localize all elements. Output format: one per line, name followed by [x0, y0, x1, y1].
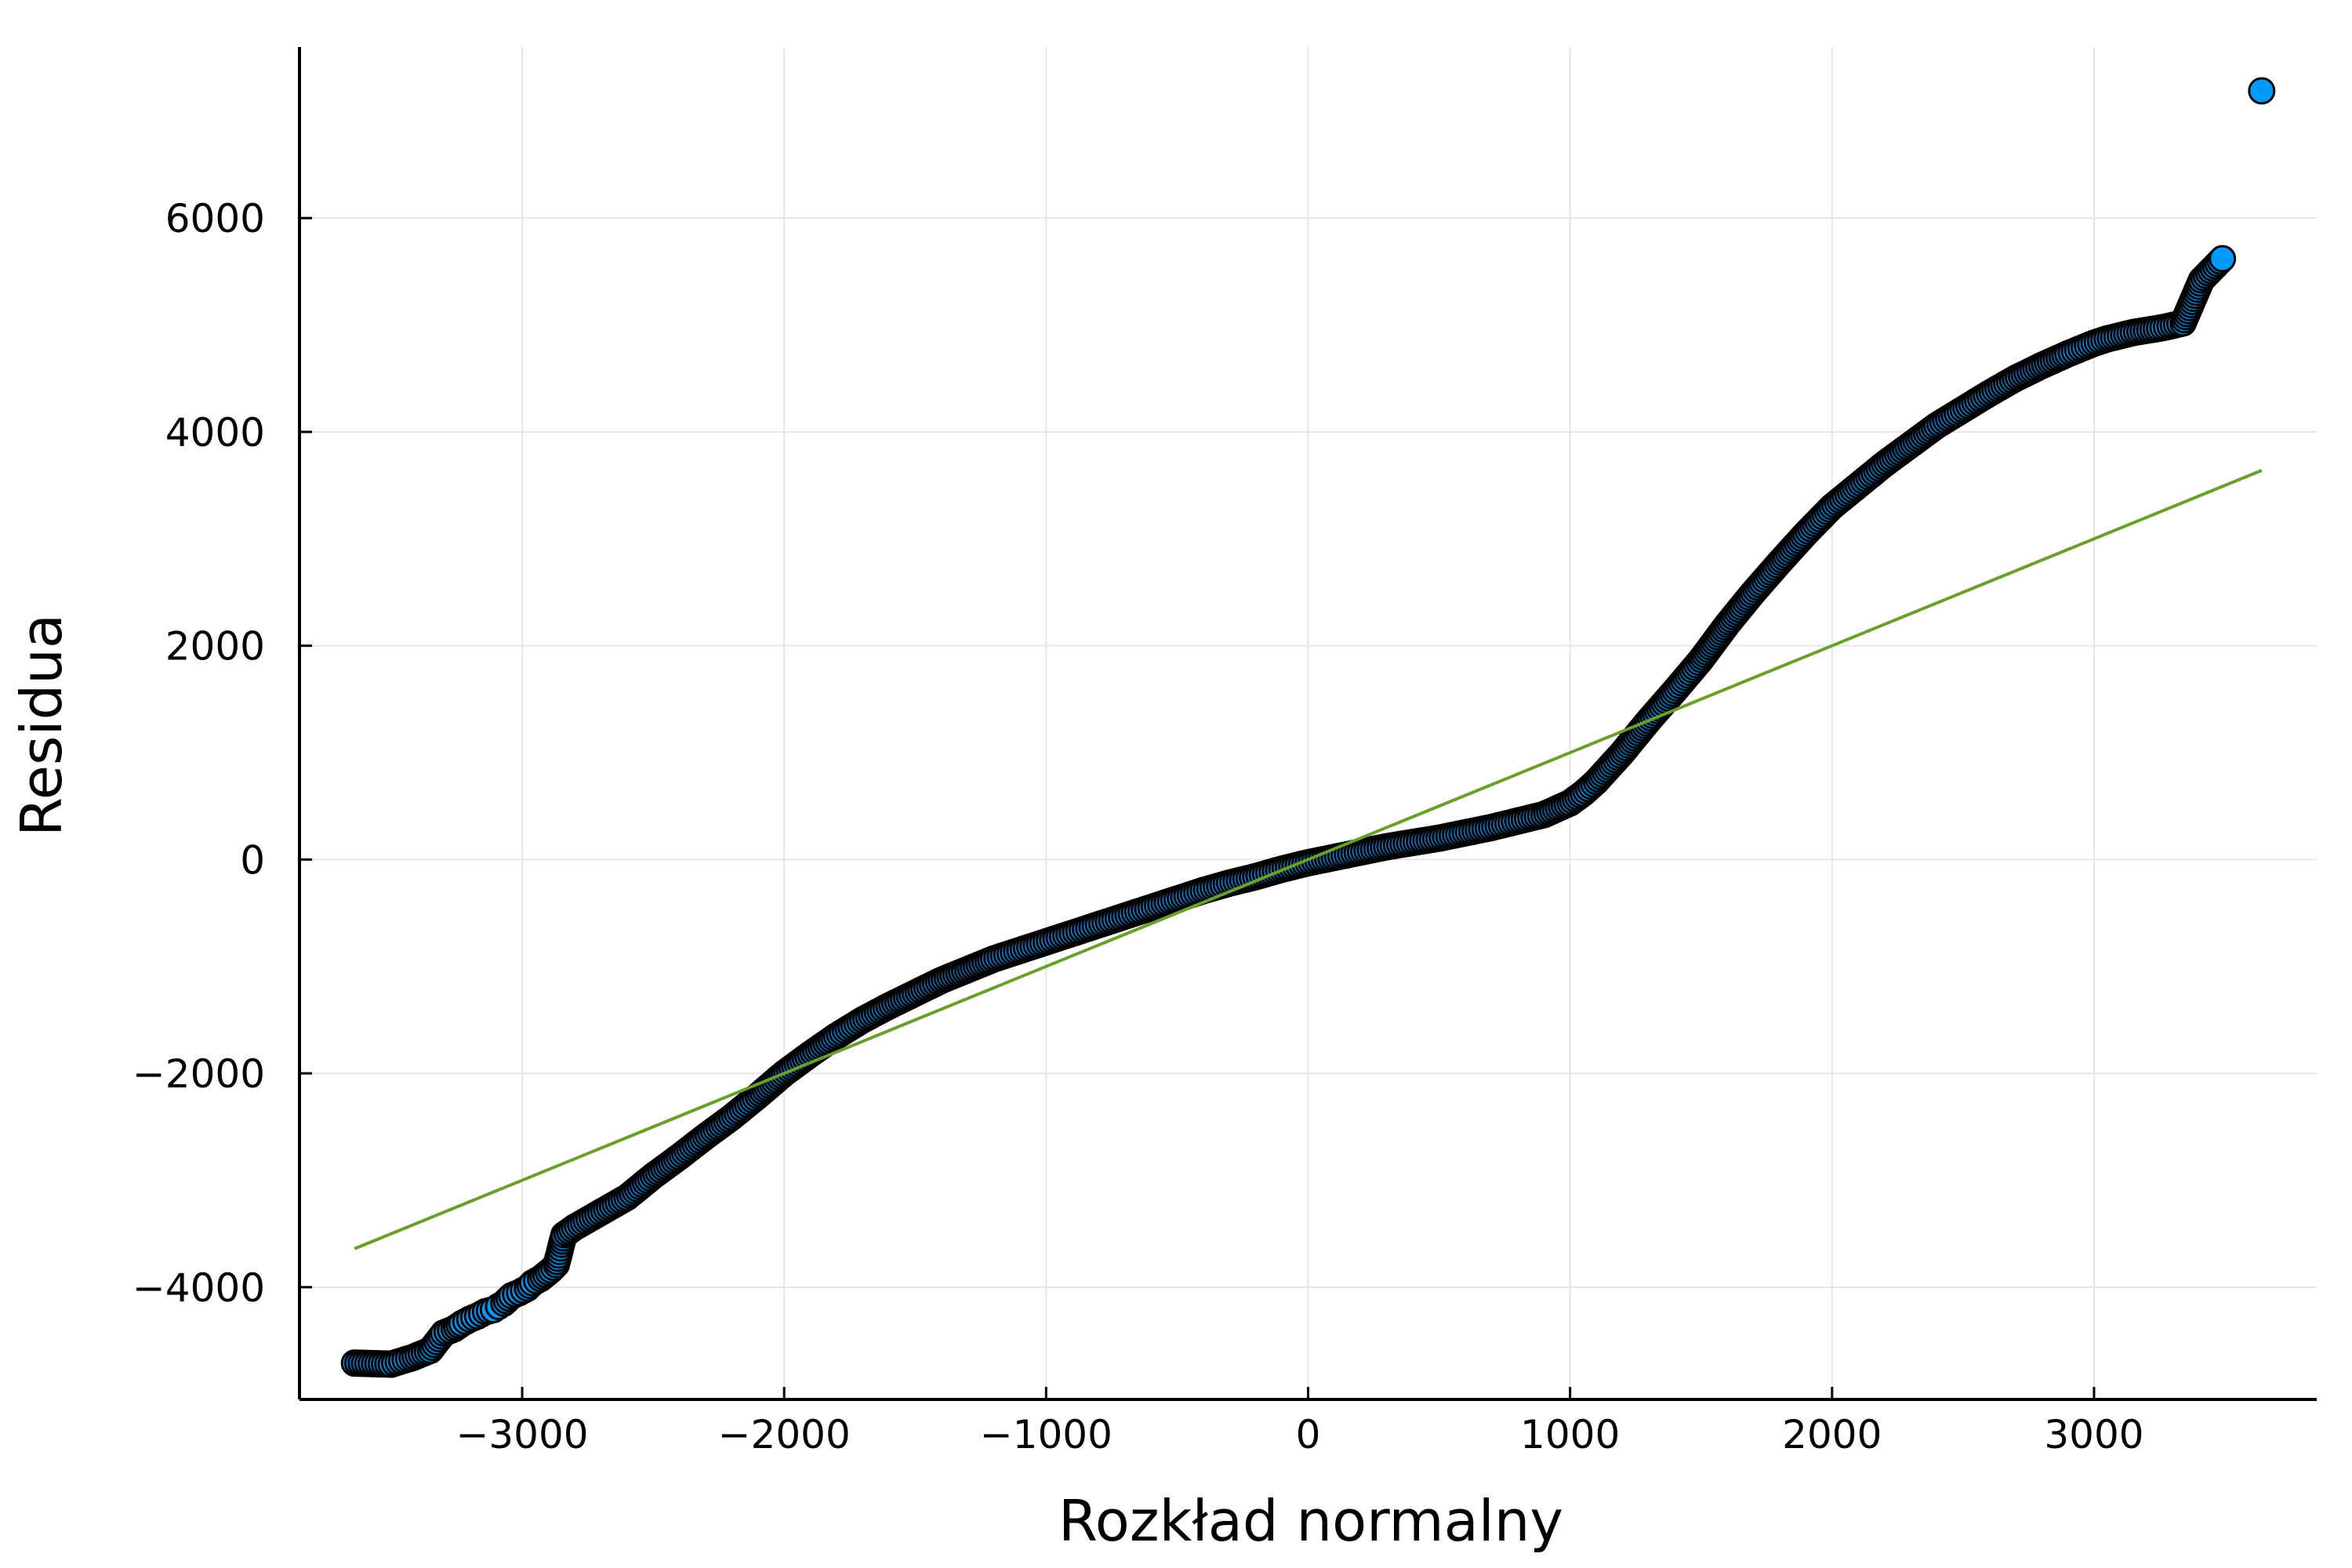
- y-tick-label: 2000: [165, 624, 265, 670]
- y-tick-label: 6000: [165, 196, 265, 241]
- y-axis-ticks: −4000 −2000 0 2000 4000 6000: [132, 196, 312, 1311]
- x-tick-label: −2000: [718, 1412, 851, 1457]
- y-tick-label: 4000: [165, 410, 265, 456]
- y-tick-label: −2000: [132, 1051, 265, 1097]
- x-tick-label: 2000: [1782, 1412, 1882, 1457]
- x-axis-ticks: −3000 −2000 −1000 0 1000 2000 3000: [456, 1387, 2144, 1457]
- x-tick-label: −3000: [456, 1412, 588, 1457]
- x-tick-label: −1000: [980, 1412, 1112, 1457]
- x-tick-label: 1000: [1520, 1412, 1620, 1457]
- reference-line-group: [354, 469, 2263, 1250]
- x-axis-label: Rozkład normalny: [1058, 1488, 1563, 1554]
- x-tick-label: 0: [1296, 1412, 1321, 1457]
- y-axis-label: Residua: [9, 614, 74, 837]
- data-point: [2209, 245, 2237, 273]
- x-tick-label: 3000: [2044, 1412, 2143, 1457]
- grid-lines: [299, 47, 2317, 1399]
- data-points: [340, 77, 2276, 1378]
- data-point: [2248, 77, 2276, 105]
- reference-line: [354, 469, 2263, 1250]
- y-tick-label: 0: [240, 837, 265, 883]
- y-tick-label: −4000: [132, 1265, 265, 1311]
